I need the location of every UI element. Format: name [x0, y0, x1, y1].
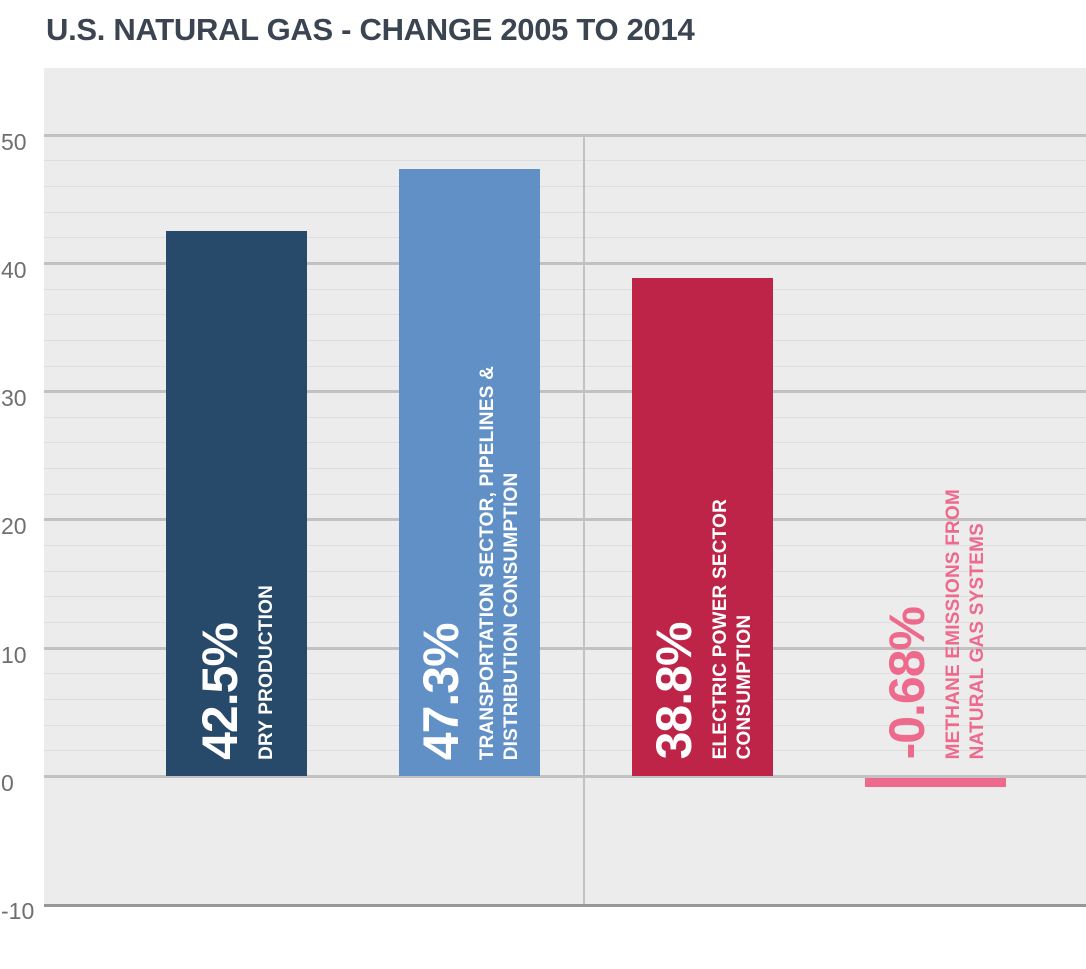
gridline-minor: [44, 160, 1086, 162]
gridline-minor: [44, 545, 1086, 546]
vertical-gridline: [583, 134, 585, 904]
gridline-minor: [44, 211, 1086, 213]
gridline-minor: [44, 570, 1086, 572]
gridline-minor: [44, 621, 1086, 623]
chart-title: U.S. NATURAL GAS - CHANGE 2005 TO 2014: [46, 12, 695, 47]
gridline-minor: [44, 186, 1086, 187]
gridline-minor: [44, 339, 1086, 341]
y-tick-label: -10: [1, 898, 35, 924]
gridline-minor: [44, 493, 1086, 495]
bar-category-label: METHANE EMISSIONS FROM: [942, 489, 964, 760]
gridline-minor: [44, 724, 1086, 726]
gridline-minor: [44, 468, 1086, 469]
y-tick-label: 40: [1, 256, 27, 283]
gridline-minor: [44, 416, 1086, 418]
plot-area: 42.5% DRY PRODUCTION 47.3% TRANSPORTATION S…: [44, 68, 1086, 907]
bars-layer: 42.5% DRY PRODUCTION 47.3% TRANSPORTATION S…: [44, 68, 1086, 904]
gridline-minor: [44, 698, 1086, 700]
bar: [399, 169, 540, 776]
gridline-major: [44, 646, 1086, 650]
bar-label-text: -0.68% METHANE EMISSIONS FROM NATURAL GAS …: [878, 489, 990, 760]
y-tick-label: 10: [1, 641, 27, 668]
bar-value-label: -0.68%: [878, 607, 935, 760]
gridline-minor: [44, 750, 1086, 752]
bar-label: -0.68% METHANE EMISSIONS FROM NATURAL GAS …: [865, 489, 1006, 759]
gridline-minor: [44, 314, 1086, 316]
y-tick-label: 30: [1, 385, 27, 412]
gridline-major: [44, 261, 1086, 265]
gridline-minor: [44, 673, 1086, 675]
bar: [166, 230, 307, 776]
gridline-major: [44, 518, 1086, 522]
gridline-minor: [44, 237, 1086, 239]
gridline-minor: [44, 596, 1086, 598]
y-tick-label: 20: [1, 513, 27, 540]
gridline-minor: [44, 365, 1086, 367]
gridline-minor: [44, 288, 1086, 290]
gridline-major: [44, 390, 1086, 394]
y-tick-label: 0: [1, 769, 14, 796]
gridline-major: [44, 133, 1086, 137]
bar: [632, 278, 773, 776]
bar-category-label: NATURAL GAS SYSTEMS: [966, 523, 988, 760]
gridlines-layer: [44, 68, 1086, 904]
gridline-minor: [44, 442, 1086, 444]
bar: [865, 777, 1006, 787]
y-tick-label: 50: [1, 128, 27, 155]
gridline-major: [44, 774, 1086, 778]
